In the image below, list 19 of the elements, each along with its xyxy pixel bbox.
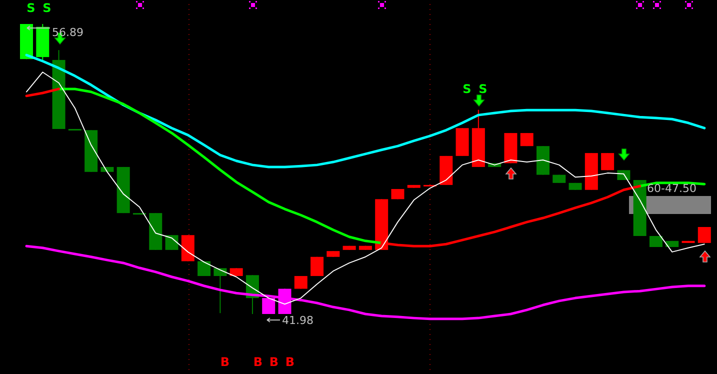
- candlestick: [294, 276, 308, 290]
- candlestick: [214, 268, 227, 314]
- text: B: [285, 355, 295, 369]
- annotation: 60-47.50: [647, 182, 696, 195]
- text: B: [220, 355, 230, 369]
- annotation: S: [478, 82, 488, 96]
- text: B: [269, 355, 279, 369]
- annotation: 56.89: [52, 26, 84, 39]
- text: S: [26, 1, 36, 15]
- candlestick: [698, 226, 711, 244]
- candlestick: [198, 260, 211, 277]
- annotation: 41.98: [282, 314, 314, 327]
- candlestick: [262, 298, 276, 314]
- candlestick: [165, 234, 178, 250]
- annotation: S: [462, 82, 472, 96]
- candlestick: [520, 132, 534, 147]
- text: S: [42, 1, 52, 15]
- candlestick: [601, 152, 614, 171]
- text: B: [253, 355, 263, 369]
